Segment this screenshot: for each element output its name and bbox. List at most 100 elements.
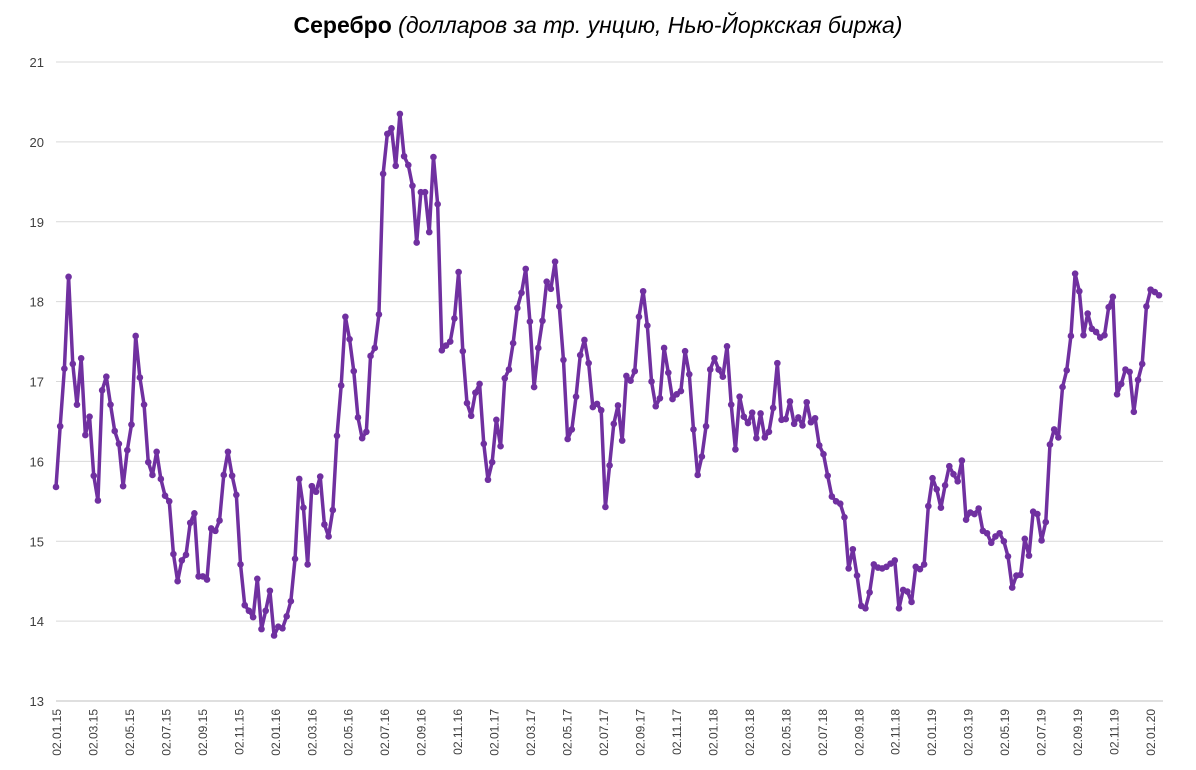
data-point [983, 529, 991, 537]
data-point [539, 317, 546, 325]
data-point [1080, 331, 1087, 339]
y-tick-label: 20 [30, 135, 44, 150]
data-point [90, 472, 98, 480]
data-point [509, 339, 517, 347]
data-point [409, 182, 416, 190]
data-point [727, 401, 735, 408]
data-point [287, 597, 295, 605]
data-point [459, 347, 467, 355]
data-point [774, 359, 781, 367]
data-point [790, 420, 798, 428]
y-tick-label: 14 [30, 614, 44, 629]
data-point [753, 434, 760, 442]
series-points [52, 110, 1163, 639]
x-tick-label: 02.01.18 [706, 709, 720, 756]
title-subtitle: (долларов за тр. унцию, Нью-Йоркская бир… [398, 12, 903, 38]
data-point [1034, 510, 1041, 518]
data-point [337, 382, 345, 389]
data-point [1113, 390, 1121, 398]
data-point [685, 371, 693, 378]
data-point [144, 458, 152, 466]
data-point [1084, 310, 1091, 317]
data-point [212, 527, 219, 535]
data-point [384, 130, 391, 138]
data-point [316, 473, 324, 480]
y-tick-label: 18 [30, 295, 44, 310]
data-point [266, 587, 274, 595]
data-point [124, 446, 131, 454]
data-point [904, 588, 911, 595]
data-point [325, 533, 332, 540]
data-point [807, 418, 815, 426]
data-point [279, 625, 286, 632]
data-point [866, 589, 873, 596]
data-point [576, 351, 584, 359]
data-point [736, 393, 743, 400]
data-point [258, 625, 265, 633]
data-point [342, 313, 349, 321]
data-point [128, 421, 135, 428]
data-point [723, 343, 731, 350]
data-point [501, 375, 509, 382]
data-point [602, 503, 609, 511]
data-point [300, 504, 307, 512]
data-point [916, 565, 924, 573]
data-point [1076, 287, 1083, 295]
data-point [644, 322, 651, 329]
data-point [186, 519, 194, 527]
x-tick-label: 02.07.16 [378, 709, 392, 756]
data-point [1008, 584, 1016, 591]
y-tick-label: 16 [30, 454, 44, 469]
data-point [908, 598, 915, 606]
data-point [446, 338, 454, 345]
y-tick-label: 17 [30, 375, 44, 390]
data-point [396, 110, 404, 118]
y-tick-label: 19 [30, 215, 44, 230]
x-tick-label: 02.09.16 [415, 709, 429, 756]
data-point [153, 448, 160, 456]
x-tick-label: 02.05.15 [123, 709, 137, 756]
data-point [254, 575, 261, 583]
data-point [958, 457, 966, 464]
data-point [203, 576, 211, 583]
data-point [660, 344, 668, 352]
data-point [677, 387, 685, 395]
data-point [52, 483, 60, 491]
data-point [249, 613, 257, 621]
data-point [170, 550, 177, 558]
data-point [1138, 360, 1146, 368]
data-point [98, 386, 106, 394]
title-main: Серебро [293, 12, 392, 38]
data-point [329, 506, 337, 514]
data-point [1046, 441, 1054, 448]
data-point [744, 419, 752, 427]
data-point [987, 539, 995, 547]
data-point [946, 462, 953, 470]
data-point [321, 521, 328, 528]
data-point [86, 413, 93, 420]
data-point [434, 200, 441, 208]
data-point [245, 607, 253, 615]
data-point [61, 365, 68, 373]
x-tick-label: 02.07.18 [816, 709, 830, 756]
data-point [606, 462, 613, 469]
data-point [706, 366, 714, 373]
data-point [547, 285, 555, 293]
data-point [925, 502, 932, 510]
y-tick-label: 21 [30, 55, 44, 70]
data-point [1021, 535, 1029, 543]
data-point [971, 510, 978, 518]
x-tick-label: 02.05.18 [779, 709, 793, 756]
data-point [1071, 270, 1079, 277]
data-point [1042, 518, 1050, 526]
data-point [82, 431, 89, 439]
data-point [69, 360, 77, 368]
data-point [358, 434, 366, 442]
data-point [354, 414, 362, 421]
data-point [1155, 291, 1163, 299]
data-point [1067, 332, 1075, 340]
data-point [404, 161, 412, 169]
data-point [522, 265, 530, 273]
